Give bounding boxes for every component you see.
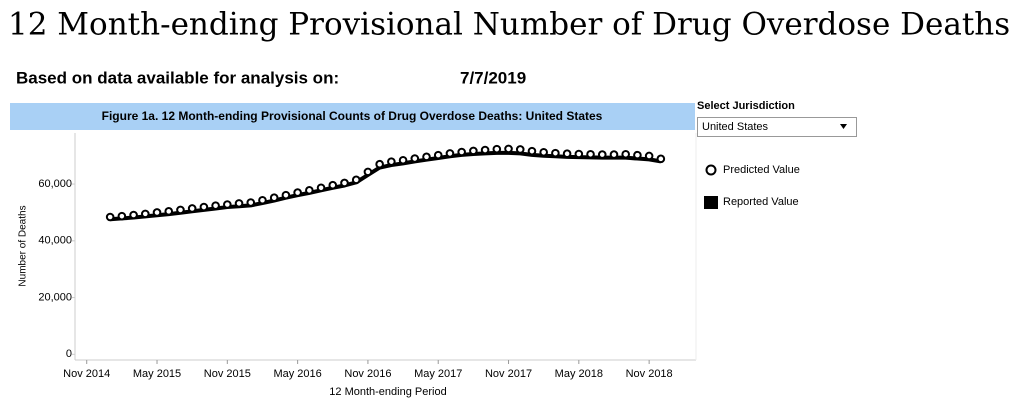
predicted-point — [129, 210, 138, 220]
predicted-point — [609, 150, 619, 159]
predicted-point — [141, 209, 150, 219]
predicted-point — [433, 150, 443, 160]
x-tick-label: Nov 2018 — [626, 368, 673, 380]
predicted-point — [340, 178, 349, 188]
predicted-point — [351, 175, 361, 185]
predicted-point — [398, 155, 408, 165]
x-tick-label: Nov 2016 — [344, 368, 391, 380]
x-tick-label: May 2015 — [133, 368, 181, 380]
availability-label: Based on data available for analysis on: — [16, 68, 339, 87]
predicted-point — [656, 154, 666, 164]
predicted-point — [504, 144, 513, 154]
predicted-point — [375, 159, 384, 169]
y-tick-label: 40,000 — [38, 235, 72, 247]
y-axis-title: Number of Deaths — [18, 205, 29, 286]
predicted-point — [551, 148, 560, 158]
predicted-point — [117, 211, 127, 221]
predicted-point — [410, 154, 420, 163]
x-tick-label: May 2017 — [414, 368, 462, 380]
predicted-point — [152, 208, 162, 217]
legend-symbol — [704, 196, 718, 209]
predicted-point — [363, 167, 373, 177]
predicted-point — [246, 198, 256, 207]
predicted-point — [176, 205, 185, 215]
legend-label: Reported Value — [723, 196, 799, 208]
y-tick-label: 20,000 — [38, 291, 72, 303]
chart-title: Figure 1a. 12 Month-ending Provisional C… — [102, 109, 603, 123]
predicted-point — [586, 149, 595, 159]
predicted-point — [515, 145, 525, 154]
predicted-point — [223, 200, 232, 209]
predicted-point — [644, 151, 654, 161]
legend-symbol — [705, 164, 717, 176]
figure-title-bar — [10, 103, 695, 130]
legend-label: Predicted Value — [723, 164, 800, 176]
dropdown-arrow[interactable] — [840, 124, 847, 129]
predicted-point — [574, 149, 584, 159]
predicted-point — [293, 188, 302, 197]
predicted-point — [316, 183, 326, 193]
predicted-point — [597, 150, 607, 159]
x-tick-label: Nov 2017 — [485, 368, 532, 380]
dropdown-box[interactable] — [697, 117, 857, 137]
x-tick-label: Nov 2015 — [204, 368, 251, 380]
predicted-point — [387, 157, 396, 166]
x-tick-label: May 2016 — [273, 368, 321, 380]
predicted-point — [105, 212, 115, 222]
predicted-point — [234, 199, 244, 208]
predicted-point — [527, 146, 537, 156]
predicted-point — [258, 195, 267, 205]
predicted-point — [633, 150, 642, 160]
predicted-point — [305, 186, 314, 195]
predicted-point — [480, 145, 490, 155]
predicted-point — [328, 180, 338, 190]
x-tick-label: May 2018 — [555, 368, 603, 380]
x-axis-title: 12 Month-ending Period — [329, 386, 446, 398]
predicted-point — [422, 152, 431, 162]
predicted-point — [539, 147, 548, 157]
jurisdiction-dropdown[interactable]: United States — [697, 117, 857, 137]
predicted-point — [281, 190, 291, 200]
predicted-point — [562, 149, 572, 159]
predicted-point — [211, 201, 220, 210]
x-tick-label: Nov 2014 — [63, 368, 110, 380]
predicted-point — [187, 204, 197, 213]
predicted-point — [445, 149, 455, 158]
predicted-point — [457, 147, 466, 157]
filter-label: Select Jurisdiction — [697, 100, 795, 112]
availability-date: 7/7/2019 — [460, 68, 526, 87]
page-title: 12 Month-ending Provisional Number of Dr… — [8, 7, 1010, 43]
predicted-point — [199, 202, 209, 212]
predicted-point — [269, 193, 279, 202]
y-tick-label: 0 — [66, 348, 72, 360]
predicted-point — [164, 207, 174, 216]
dropdown-value[interactable]: United States — [702, 121, 769, 133]
predicted-point — [492, 144, 502, 154]
predicted-point — [469, 146, 478, 156]
y-tick-label: 60,000 — [38, 178, 72, 190]
predicted-point — [621, 149, 630, 159]
